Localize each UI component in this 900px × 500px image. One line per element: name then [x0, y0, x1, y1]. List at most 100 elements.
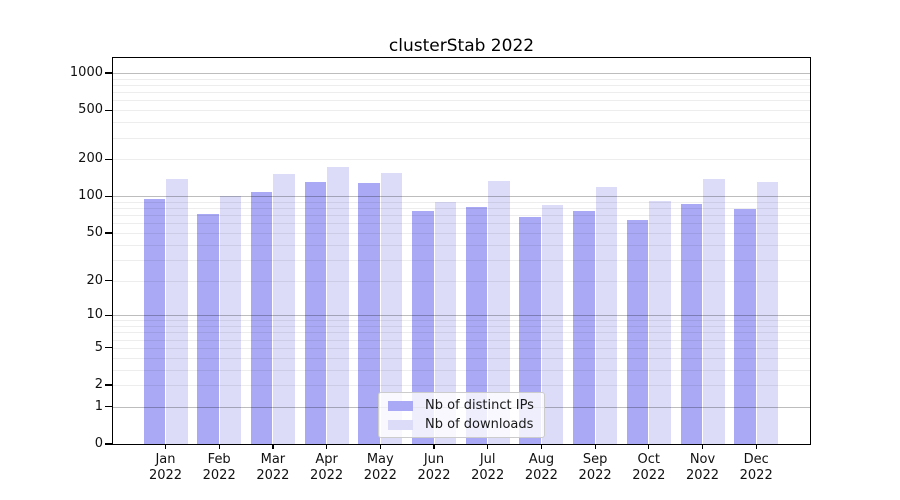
- gridline-major: [113, 196, 810, 198]
- bar-downloads-may: [380, 172, 403, 444]
- x-tick-label-line: 2022: [739, 467, 773, 483]
- bar-downloads-mar: [273, 173, 295, 444]
- x-tick-label-sep: Sep 2022: [563, 452, 627, 483]
- x-tick-label-line: May: [366, 452, 394, 467]
- gridline-minor: [113, 385, 810, 386]
- gridline-minor: [113, 84, 810, 86]
- bar-distinct-ips-sep: [573, 211, 595, 444]
- gridline-minor: [113, 326, 810, 327]
- plot-area: Nb of distinct IPs Nb of downloads Jan 20…: [70, 57, 811, 483]
- bar-distinct-ips-oct: [626, 219, 649, 444]
- x-tick-label-line: 2022: [524, 467, 558, 483]
- gridline-major: [113, 72, 810, 74]
- x-tick-label-mar: Mar 2022: [241, 452, 305, 483]
- x-tick-mark: [218, 444, 220, 449]
- gridline-major: [113, 315, 810, 317]
- legend-label-downloads: Nb of downloads: [425, 417, 534, 432]
- gridline-minor: [113, 137, 810, 139]
- legend-item-distinct-ips: Nb of distinct IPs: [388, 398, 534, 413]
- x-tick-label-line: 2022: [363, 467, 397, 483]
- x-tick-label-line: 2022: [685, 467, 720, 483]
- bar-distinct-ips-jan: [143, 199, 165, 444]
- x-tick-mark: [272, 444, 274, 449]
- y-tick-label: 10: [86, 307, 103, 323]
- x-tick-label-line: Sep: [582, 452, 608, 467]
- gridline-minor: [113, 347, 810, 349]
- gridline-minor: [113, 92, 810, 94]
- gridline-minor: [113, 244, 810, 246]
- x-tick-label-jun: Jun 2022: [402, 452, 466, 483]
- x-tick-label-line: Jun: [423, 452, 445, 467]
- bar-distinct-ips-dec: [734, 208, 756, 444]
- x-tick-label-apr: Apr 2022: [295, 452, 359, 483]
- legend: Nb of distinct IPs Nb of downloads: [378, 392, 545, 438]
- y-tick-mark: [105, 72, 112, 74]
- x-tick-label-jan: Jan 2022: [134, 452, 198, 483]
- y-tick-mark: [105, 279, 112, 282]
- x-tick-label-line: 2022: [148, 467, 183, 483]
- gridline-minor: [113, 215, 810, 217]
- x-tick-label-line: 2022: [256, 467, 290, 483]
- legend-label-distinct-ips: Nb of distinct IPs: [425, 398, 534, 413]
- x-tick-mark: [326, 444, 328, 449]
- y-tick-label: 20: [86, 272, 103, 288]
- bar-downloads-feb: [219, 196, 242, 444]
- gridline-minor: [113, 201, 810, 203]
- x-tick-label-line: Nov: [689, 452, 716, 467]
- bar-distinct-ips-feb: [197, 213, 219, 444]
- x-tick-label-line: Dec: [743, 452, 769, 467]
- x-tick-label-dec: Dec 2022: [724, 452, 788, 483]
- x-tick-mark: [433, 444, 435, 449]
- bar-distinct-ips-jun: [412, 211, 434, 444]
- x-tick-label-feb: Feb 2022: [187, 452, 251, 483]
- chart-title: clusterStab 2022: [388, 36, 535, 56]
- y-tick-mark: [105, 195, 112, 197]
- gridline-minor: [113, 110, 810, 112]
- x-tick-label-line: 2022: [632, 467, 666, 483]
- y-tick-label: 5: [94, 339, 103, 355]
- y-tick-label: 200: [78, 151, 103, 167]
- y-tick-label: 2: [94, 377, 103, 392]
- gridline-minor: [113, 122, 810, 124]
- x-tick-label-line: 2022: [417, 467, 451, 483]
- bar-distinct-ips-may: [358, 183, 380, 444]
- y-tick-label: 0: [94, 436, 103, 451]
- y-tick-mark: [105, 232, 112, 234]
- bar-distinct-ips-mar: [250, 192, 273, 444]
- gridline-minor: [113, 369, 810, 371]
- gridline-minor: [113, 280, 810, 282]
- gridline-minor: [113, 232, 810, 234]
- x-tick-mark: [755, 444, 757, 449]
- x-tick-mark: [594, 444, 596, 449]
- x-tick-label-line: Apr: [315, 452, 338, 467]
- x-tick-label-line: 2022: [202, 467, 236, 483]
- bar-downloads-nov: [703, 179, 725, 444]
- legend-swatch-distinct-ips: [388, 400, 413, 411]
- gridline-minor: [113, 259, 810, 261]
- gridline-minor: [113, 208, 810, 210]
- gridline-minor: [113, 339, 810, 341]
- gridline-minor: [113, 320, 810, 322]
- y-tick-mark: [105, 314, 112, 316]
- bar-downloads-dec: [756, 182, 779, 444]
- y-tick-mark: [105, 158, 112, 160]
- bar-distinct-ips-apr: [304, 182, 327, 444]
- gridline-minor: [113, 223, 810, 225]
- bar-downloads-jan: [166, 179, 188, 444]
- x-tick-label-line: 2022: [578, 467, 612, 483]
- bar-downloads-aug: [541, 204, 564, 444]
- bar-distinct-ips-aug: [519, 216, 541, 444]
- x-tick-label-line: Jan: [155, 452, 176, 467]
- bar-downloads-apr: [327, 167, 349, 444]
- bar-distinct-ips-jul: [465, 206, 488, 444]
- x-tick-label-may: May 2022: [348, 452, 412, 483]
- x-tick-label-oct: Oct 2022: [617, 452, 681, 483]
- bar-downloads-oct: [649, 200, 671, 444]
- y-tick-mark: [105, 347, 112, 349]
- x-tick-label-line: Feb: [207, 452, 231, 467]
- y-tick-label: 500: [78, 102, 103, 118]
- x-tick-mark: [701, 444, 704, 449]
- x-tick-label-aug: Aug 2022: [509, 452, 573, 483]
- x-tick-label-line: 2022: [471, 467, 505, 483]
